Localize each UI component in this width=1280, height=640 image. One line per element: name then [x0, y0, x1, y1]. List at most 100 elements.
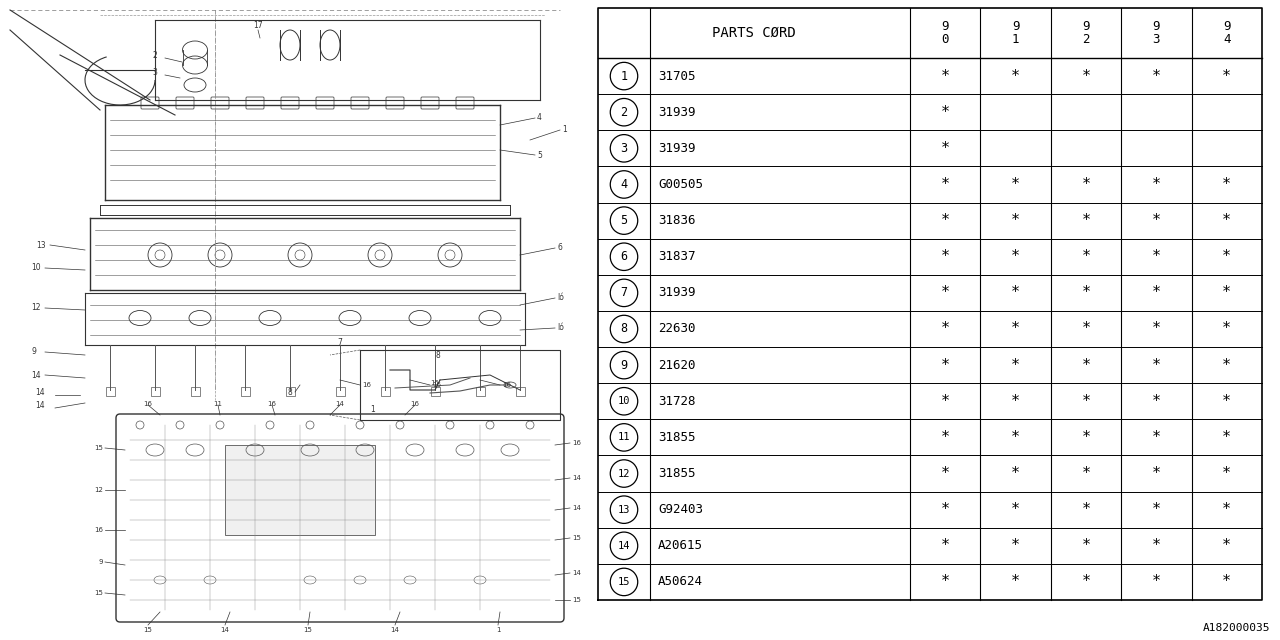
Text: *: *: [1011, 285, 1020, 300]
Text: 7: 7: [338, 338, 343, 347]
Text: *: *: [941, 141, 950, 156]
Text: *: *: [1082, 575, 1091, 589]
Text: 9
1: 9 1: [1012, 20, 1019, 46]
Text: *: *: [1222, 358, 1231, 372]
Text: 9
0: 9 0: [942, 20, 948, 46]
Text: *: *: [1152, 430, 1161, 445]
Text: G92403: G92403: [658, 503, 703, 516]
Text: 15: 15: [303, 627, 312, 633]
Text: 5: 5: [621, 214, 627, 227]
Text: *: *: [1011, 68, 1020, 84]
Text: *: *: [1222, 538, 1231, 554]
Text: *: *: [1082, 430, 1091, 445]
Text: G00505: G00505: [658, 178, 703, 191]
Text: 31836: 31836: [658, 214, 695, 227]
Text: *: *: [1082, 249, 1091, 264]
Text: 8: 8: [288, 388, 292, 397]
Text: *: *: [1152, 575, 1161, 589]
Text: 16: 16: [502, 382, 511, 388]
Text: *: *: [941, 538, 950, 554]
Text: *: *: [941, 177, 950, 192]
Text: *: *: [1152, 321, 1161, 337]
Text: *: *: [1082, 68, 1091, 84]
Text: *: *: [941, 466, 950, 481]
Text: 7: 7: [621, 286, 627, 300]
Text: 1: 1: [370, 405, 375, 414]
Text: 15: 15: [95, 590, 102, 596]
Text: *: *: [1152, 285, 1161, 300]
Text: 1: 1: [495, 627, 500, 633]
Text: *: *: [1222, 249, 1231, 264]
Text: *: *: [1152, 68, 1161, 84]
Text: 9
4: 9 4: [1224, 20, 1230, 46]
Text: 6: 6: [557, 243, 562, 253]
Text: 2: 2: [152, 51, 157, 60]
Text: *: *: [941, 394, 950, 409]
Text: 9: 9: [31, 348, 36, 356]
Text: 12: 12: [618, 468, 630, 479]
Text: 31855: 31855: [658, 467, 695, 480]
Text: 14: 14: [572, 570, 581, 576]
Text: 31705: 31705: [658, 70, 695, 83]
Text: PARTS CØRD: PARTS CØRD: [712, 26, 796, 40]
Text: 17: 17: [253, 20, 262, 29]
Text: *: *: [941, 358, 950, 372]
Text: 14: 14: [390, 627, 399, 633]
Text: *: *: [1082, 358, 1091, 372]
Text: 14: 14: [35, 401, 45, 410]
Text: 6: 6: [621, 250, 627, 263]
Text: *: *: [1152, 177, 1161, 192]
Text: *: *: [1011, 358, 1020, 372]
Text: *: *: [1222, 502, 1231, 517]
Text: *: *: [1152, 213, 1161, 228]
Text: 4: 4: [538, 113, 541, 122]
Text: *: *: [1222, 394, 1231, 409]
Text: 14: 14: [335, 401, 344, 407]
Text: *: *: [1152, 249, 1161, 264]
Text: *: *: [1082, 285, 1091, 300]
Text: *: *: [941, 430, 950, 445]
Text: *: *: [1152, 502, 1161, 517]
Text: *: *: [1152, 358, 1161, 372]
Text: 22630: 22630: [658, 323, 695, 335]
Text: 14: 14: [35, 388, 45, 397]
Text: 9
3: 9 3: [1153, 20, 1160, 46]
Text: *: *: [1222, 430, 1231, 445]
Text: *: *: [941, 68, 950, 84]
Text: 1: 1: [621, 70, 627, 83]
Text: 10: 10: [618, 396, 630, 406]
Text: 12: 12: [95, 487, 102, 493]
Text: 14: 14: [618, 541, 630, 551]
Text: 9: 9: [99, 559, 102, 565]
Text: 5: 5: [538, 150, 541, 159]
Text: *: *: [1011, 321, 1020, 337]
Text: *: *: [1222, 321, 1231, 337]
Text: 9
2: 9 2: [1083, 20, 1089, 46]
Text: ló: ló: [557, 323, 564, 333]
Text: *: *: [1011, 430, 1020, 445]
Text: *: *: [1222, 177, 1231, 192]
Text: 4: 4: [621, 178, 627, 191]
Text: 16: 16: [143, 401, 152, 407]
Text: *: *: [1222, 285, 1231, 300]
Text: 15: 15: [430, 380, 439, 386]
Text: 14: 14: [31, 371, 41, 380]
Text: *: *: [1152, 394, 1161, 409]
Text: A50624: A50624: [658, 575, 703, 588]
Text: *: *: [1011, 177, 1020, 192]
Text: *: *: [1011, 538, 1020, 554]
Text: *: *: [1011, 213, 1020, 228]
Text: *: *: [1082, 466, 1091, 481]
Text: 16: 16: [93, 527, 102, 533]
Text: *: *: [1011, 249, 1020, 264]
Text: 16: 16: [362, 382, 371, 388]
Text: *: *: [1222, 213, 1231, 228]
Text: 31939: 31939: [658, 106, 695, 118]
Text: 3: 3: [152, 68, 157, 77]
Text: 10: 10: [31, 264, 41, 273]
Text: 31837: 31837: [658, 250, 695, 263]
Text: 15: 15: [572, 597, 581, 603]
Text: 31728: 31728: [658, 395, 695, 408]
Text: *: *: [1082, 538, 1091, 554]
Text: 8: 8: [621, 323, 627, 335]
